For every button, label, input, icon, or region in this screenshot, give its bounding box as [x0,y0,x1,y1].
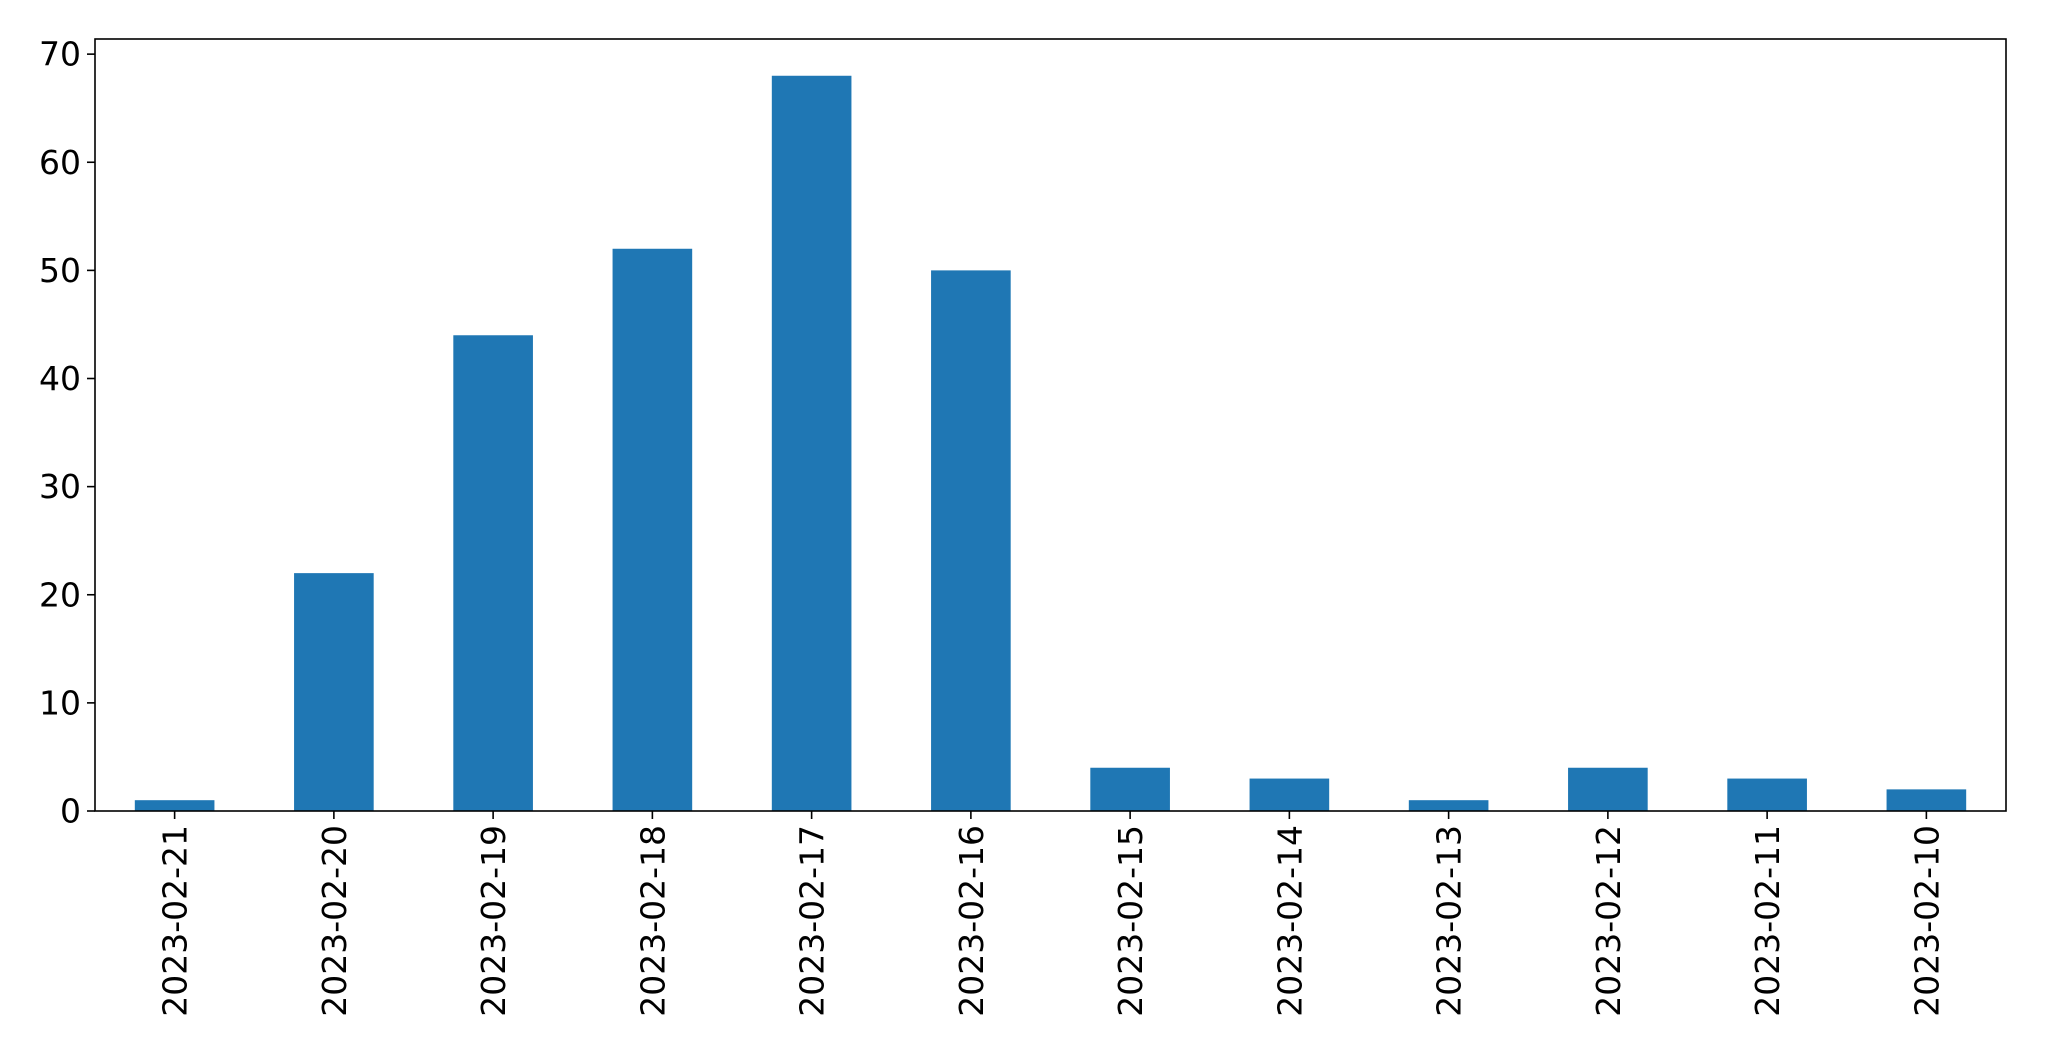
plot-frame [94,38,2007,812]
x-tick-label: 2023-02-20 [315,825,354,1017]
x-tick-label: 2023-02-12 [1589,825,1628,1017]
bar-2023-02-17 [771,75,852,811]
bar-2023-02-10 [1886,789,1967,811]
x-tick-label: 2023-02-18 [633,825,672,1017]
x-tick-label: 2023-02-19 [474,825,513,1017]
x-tick-label: 2023-02-17 [793,825,832,1017]
bar-2023-02-16 [931,270,1011,811]
y-tick-label: 70 [39,35,81,74]
bar-2023-02-13 [1408,800,1489,811]
y-tick-label: 40 [39,359,81,398]
bar-2023-02-12 [1568,767,1648,811]
y-axis: 0 10 20 30 40 50 60 70 [39,35,95,831]
x-tick-label: 2023-02-21 [156,825,195,1017]
y-tick-label: 30 [39,467,81,506]
bar-2023-02-20 [294,573,374,811]
bar-2023-02-18 [612,248,693,812]
x-axis: 2023-02-21 2023-02-20 2023-02-19 2023-02-18… [156,811,1946,1017]
y-tick-label: 10 [39,683,81,722]
x-tick-label: 2023-02-16 [952,825,991,1017]
bar-2023-02-19 [453,335,533,811]
bars-group [134,75,1967,812]
bar-2023-02-15 [1090,767,1170,811]
x-tick-label: 2023-02-13 [1430,825,1469,1017]
bar-2023-02-21 [134,800,215,811]
x-tick-label: 2023-02-15 [1111,825,1150,1017]
y-tick-label: 50 [39,251,81,290]
y-tick-label: 0 [60,792,81,831]
y-tick-label: 60 [39,143,81,182]
bar-2023-02-11 [1727,778,1807,811]
x-tick-label: 2023-02-11 [1748,825,1787,1017]
x-tick-label: 2023-02-14 [1270,825,1309,1017]
x-tick-label: 2023-02-10 [1907,825,1946,1017]
bar-2023-02-14 [1249,778,1330,811]
y-tick-label: 20 [39,575,81,614]
